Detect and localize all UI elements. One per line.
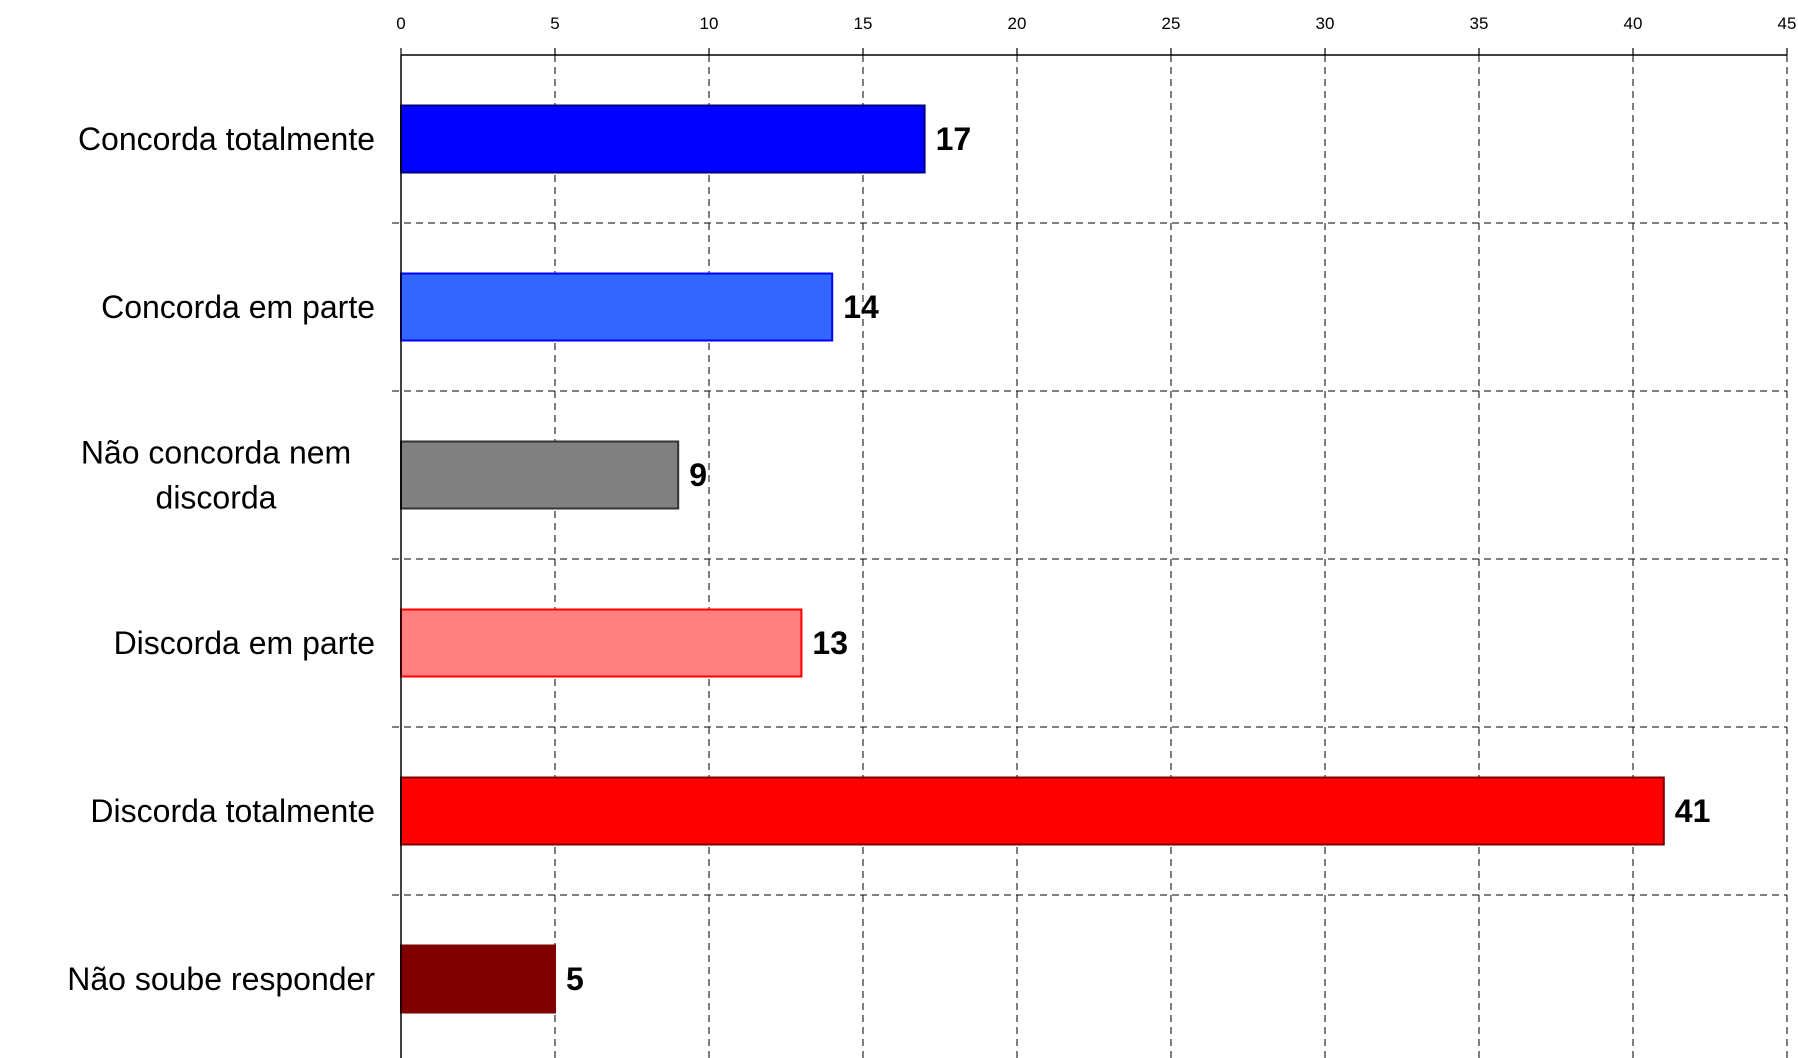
data-label: 17 xyxy=(936,121,972,157)
x-tick-label: 35 xyxy=(1470,14,1489,33)
data-label: 41 xyxy=(1675,793,1711,829)
x-tick-label: 0 xyxy=(396,14,405,33)
data-label: 13 xyxy=(812,625,848,661)
bars-layer xyxy=(400,104,1665,1014)
x-tick-label: 45 xyxy=(1778,14,1797,33)
bar xyxy=(400,440,680,510)
category-label: Discorda totalmente xyxy=(90,793,375,829)
x-tick-label: 5 xyxy=(550,14,559,33)
bar xyxy=(400,104,926,174)
category-label: Concorda totalmente xyxy=(78,121,375,157)
data-label: 14 xyxy=(843,289,879,325)
category-label-line: Não concorda nem xyxy=(81,435,351,471)
bar xyxy=(400,944,556,1014)
bar xyxy=(400,608,803,678)
data-label: 9 xyxy=(689,457,707,493)
labels-layer: 0 5 10 15 20 25 30 35 40 45 Concorda totalmente 17 C… xyxy=(67,14,1796,997)
category-label: Discorda em parte xyxy=(114,625,375,661)
x-tick-label: 30 xyxy=(1316,14,1335,33)
category-label: Não concorda nem discorda xyxy=(81,435,351,516)
grid-layer xyxy=(392,55,1788,1058)
data-label: 5 xyxy=(566,961,584,997)
axis-layer xyxy=(400,48,1788,1058)
bar xyxy=(400,776,1665,846)
x-tick-label: 15 xyxy=(854,14,873,33)
category-label-line: discorda xyxy=(156,480,277,516)
x-tick-label: 10 xyxy=(700,14,719,33)
category-label: Concorda em parte xyxy=(101,289,375,325)
category-label: Não soube responder xyxy=(67,961,375,997)
x-tick-label: 20 xyxy=(1008,14,1027,33)
x-tick-label: 40 xyxy=(1624,14,1643,33)
bar xyxy=(400,272,834,342)
x-tick-label: 25 xyxy=(1162,14,1181,33)
